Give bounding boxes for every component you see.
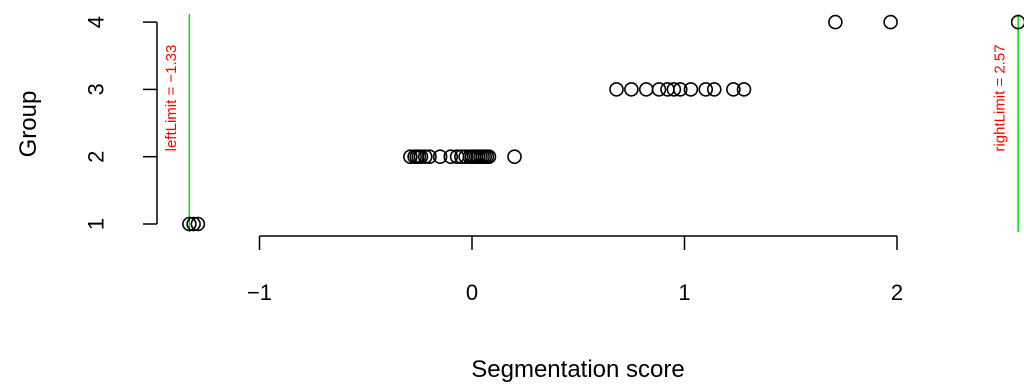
data-point: [736, 82, 752, 97]
x-tick-label: 2: [891, 280, 903, 305]
x-axis: −1 0 1 2: [247, 235, 903, 305]
data-point: [666, 82, 682, 97]
data-point: [413, 149, 429, 164]
data-point: [828, 14, 843, 30]
data-point: [432, 149, 448, 164]
data-point: [403, 149, 418, 164]
y-tick-label: 4: [84, 16, 109, 28]
data-point: [422, 149, 437, 164]
data-point: [672, 82, 688, 97]
data-point: [481, 149, 497, 164]
data-point: [190, 216, 206, 232]
y-axis: 1 2 3 4: [84, 16, 158, 230]
x-tick-label: −1: [247, 280, 272, 305]
data-point: [1010, 14, 1024, 30]
y-tick-label: 2: [84, 151, 109, 163]
data-point: [417, 149, 433, 164]
data-point: [726, 82, 741, 97]
data-point: [698, 82, 714, 97]
data-point: [624, 82, 639, 97]
data-point: [638, 82, 654, 97]
right-limit-label: rightLimit = 2.57: [992, 44, 1009, 151]
data-points: [182, 14, 1024, 232]
data-point: [186, 216, 201, 232]
limit-lines: leftLimit = −1.33 rightLimit = 2.57: [163, 14, 1019, 232]
data-point: [609, 82, 624, 97]
x-tick-label: 1: [678, 280, 690, 305]
data-point: [706, 82, 722, 97]
data-point: [683, 82, 699, 97]
x-tick-label: 0: [466, 280, 478, 305]
y-tick-label: 3: [84, 83, 109, 95]
x-axis-label: Segmentation score: [471, 356, 684, 383]
data-point: [182, 216, 197, 232]
data-point: [507, 149, 522, 164]
y-axis-label: Group: [15, 91, 42, 158]
left-limit-label: leftLimit = −1.33: [163, 45, 180, 152]
data-point: [883, 14, 898, 30]
data-point: [443, 149, 459, 164]
data-point: [651, 82, 667, 97]
y-tick-label: 1: [84, 218, 109, 230]
